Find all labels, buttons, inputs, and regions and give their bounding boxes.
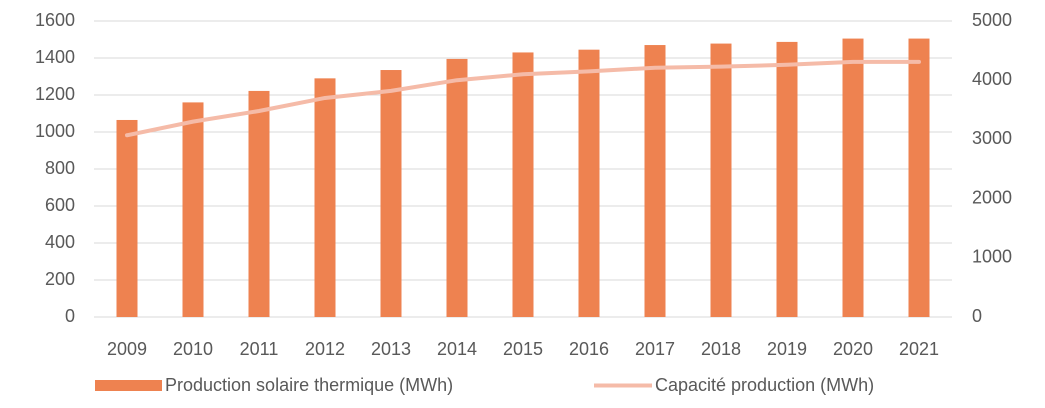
bar <box>380 70 402 318</box>
y-tick-label: 1000 <box>35 121 75 141</box>
bar <box>908 38 930 317</box>
y-tick-label: 1600 <box>35 10 75 30</box>
bar <box>842 38 864 317</box>
bar <box>248 90 270 318</box>
y2-tick-label: 0 <box>972 306 982 326</box>
y-tick-label: 400 <box>45 232 75 252</box>
legend-label: Production solaire thermique (MWh) <box>165 375 453 395</box>
bar <box>116 119 138 317</box>
x-tick-label: 2015 <box>503 339 543 359</box>
x-tick-label: 2010 <box>173 339 213 359</box>
line <box>125 59 921 138</box>
x-tick-label: 2021 <box>899 339 939 359</box>
x-tick-label: 2012 <box>305 339 345 359</box>
x-tick-label: 2019 <box>767 339 807 359</box>
y-tick-label: 1200 <box>35 84 75 104</box>
y2-tick-label: 1000 <box>972 247 1012 267</box>
y-tick-label: 0 <box>65 306 75 326</box>
bar <box>776 41 798 317</box>
y-tick-label: 800 <box>45 158 75 178</box>
x-tick-label: 2013 <box>371 339 411 359</box>
legend-label: Capacité production (MWh) <box>655 375 874 395</box>
x-tick-label: 2016 <box>569 339 609 359</box>
y-tick-label: 600 <box>45 195 75 215</box>
bar <box>578 49 600 318</box>
bar <box>710 43 732 317</box>
y2-tick-label: 4000 <box>972 69 1012 89</box>
x-tick-label: 2020 <box>833 339 873 359</box>
x-tick-label: 2014 <box>437 339 477 359</box>
bar <box>182 102 204 318</box>
y-tick-label: 1400 <box>35 47 75 67</box>
bar <box>644 45 666 318</box>
y2-tick-label: 5000 <box>972 10 1012 30</box>
x-tick-label: 2018 <box>701 339 741 359</box>
y2-tick-label: 3000 <box>972 128 1012 148</box>
legend-swatch <box>95 380 162 391</box>
bar <box>512 52 534 317</box>
bar <box>446 58 468 318</box>
y-tick-label: 200 <box>45 269 75 289</box>
x-tick-label: 2011 <box>240 339 279 359</box>
bar <box>314 78 336 317</box>
x-tick-label: 2017 <box>635 339 675 359</box>
y2-tick-label: 2000 <box>972 187 1012 207</box>
x-tick-label: 2009 <box>107 339 147 359</box>
